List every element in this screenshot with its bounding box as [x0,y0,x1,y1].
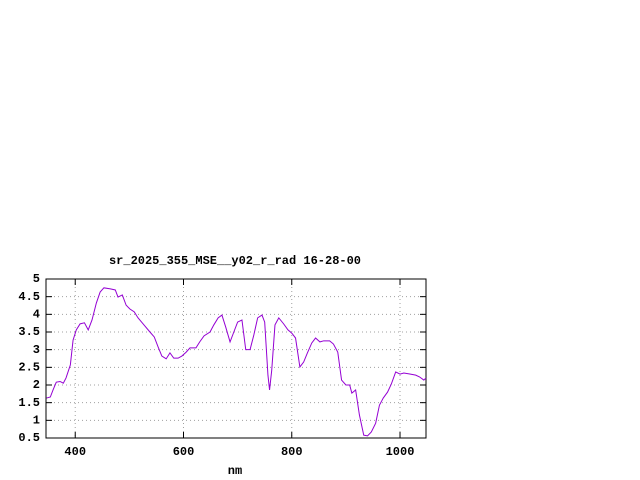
data-line [46,287,427,437]
y-tick-label: 1.5 [18,396,40,410]
x-tick-label: 1000 [386,445,415,459]
y-tick-label: 1 [33,414,40,428]
y-tick-label: 3.5 [18,325,40,339]
chart-title: sr_2025_355_MSE__y02_r_rad 16-28-00 [109,254,361,268]
x-axis-label: nm [228,464,242,478]
y-tick-label: 2 [33,378,40,392]
x-tick-label: 400 [64,445,86,459]
y-tick-label: 2.5 [18,361,40,375]
y-tick-label: 3 [33,343,40,357]
plot-frame [45,278,427,439]
y-tick-label: 4 [33,308,40,322]
x-tick-label: 600 [173,445,195,459]
y-tick-label: 0.5 [18,431,40,445]
x-tick-label: 800 [281,445,303,459]
y-tick-label: 4.5 [18,290,40,304]
y-tick-label: 5 [33,272,40,286]
